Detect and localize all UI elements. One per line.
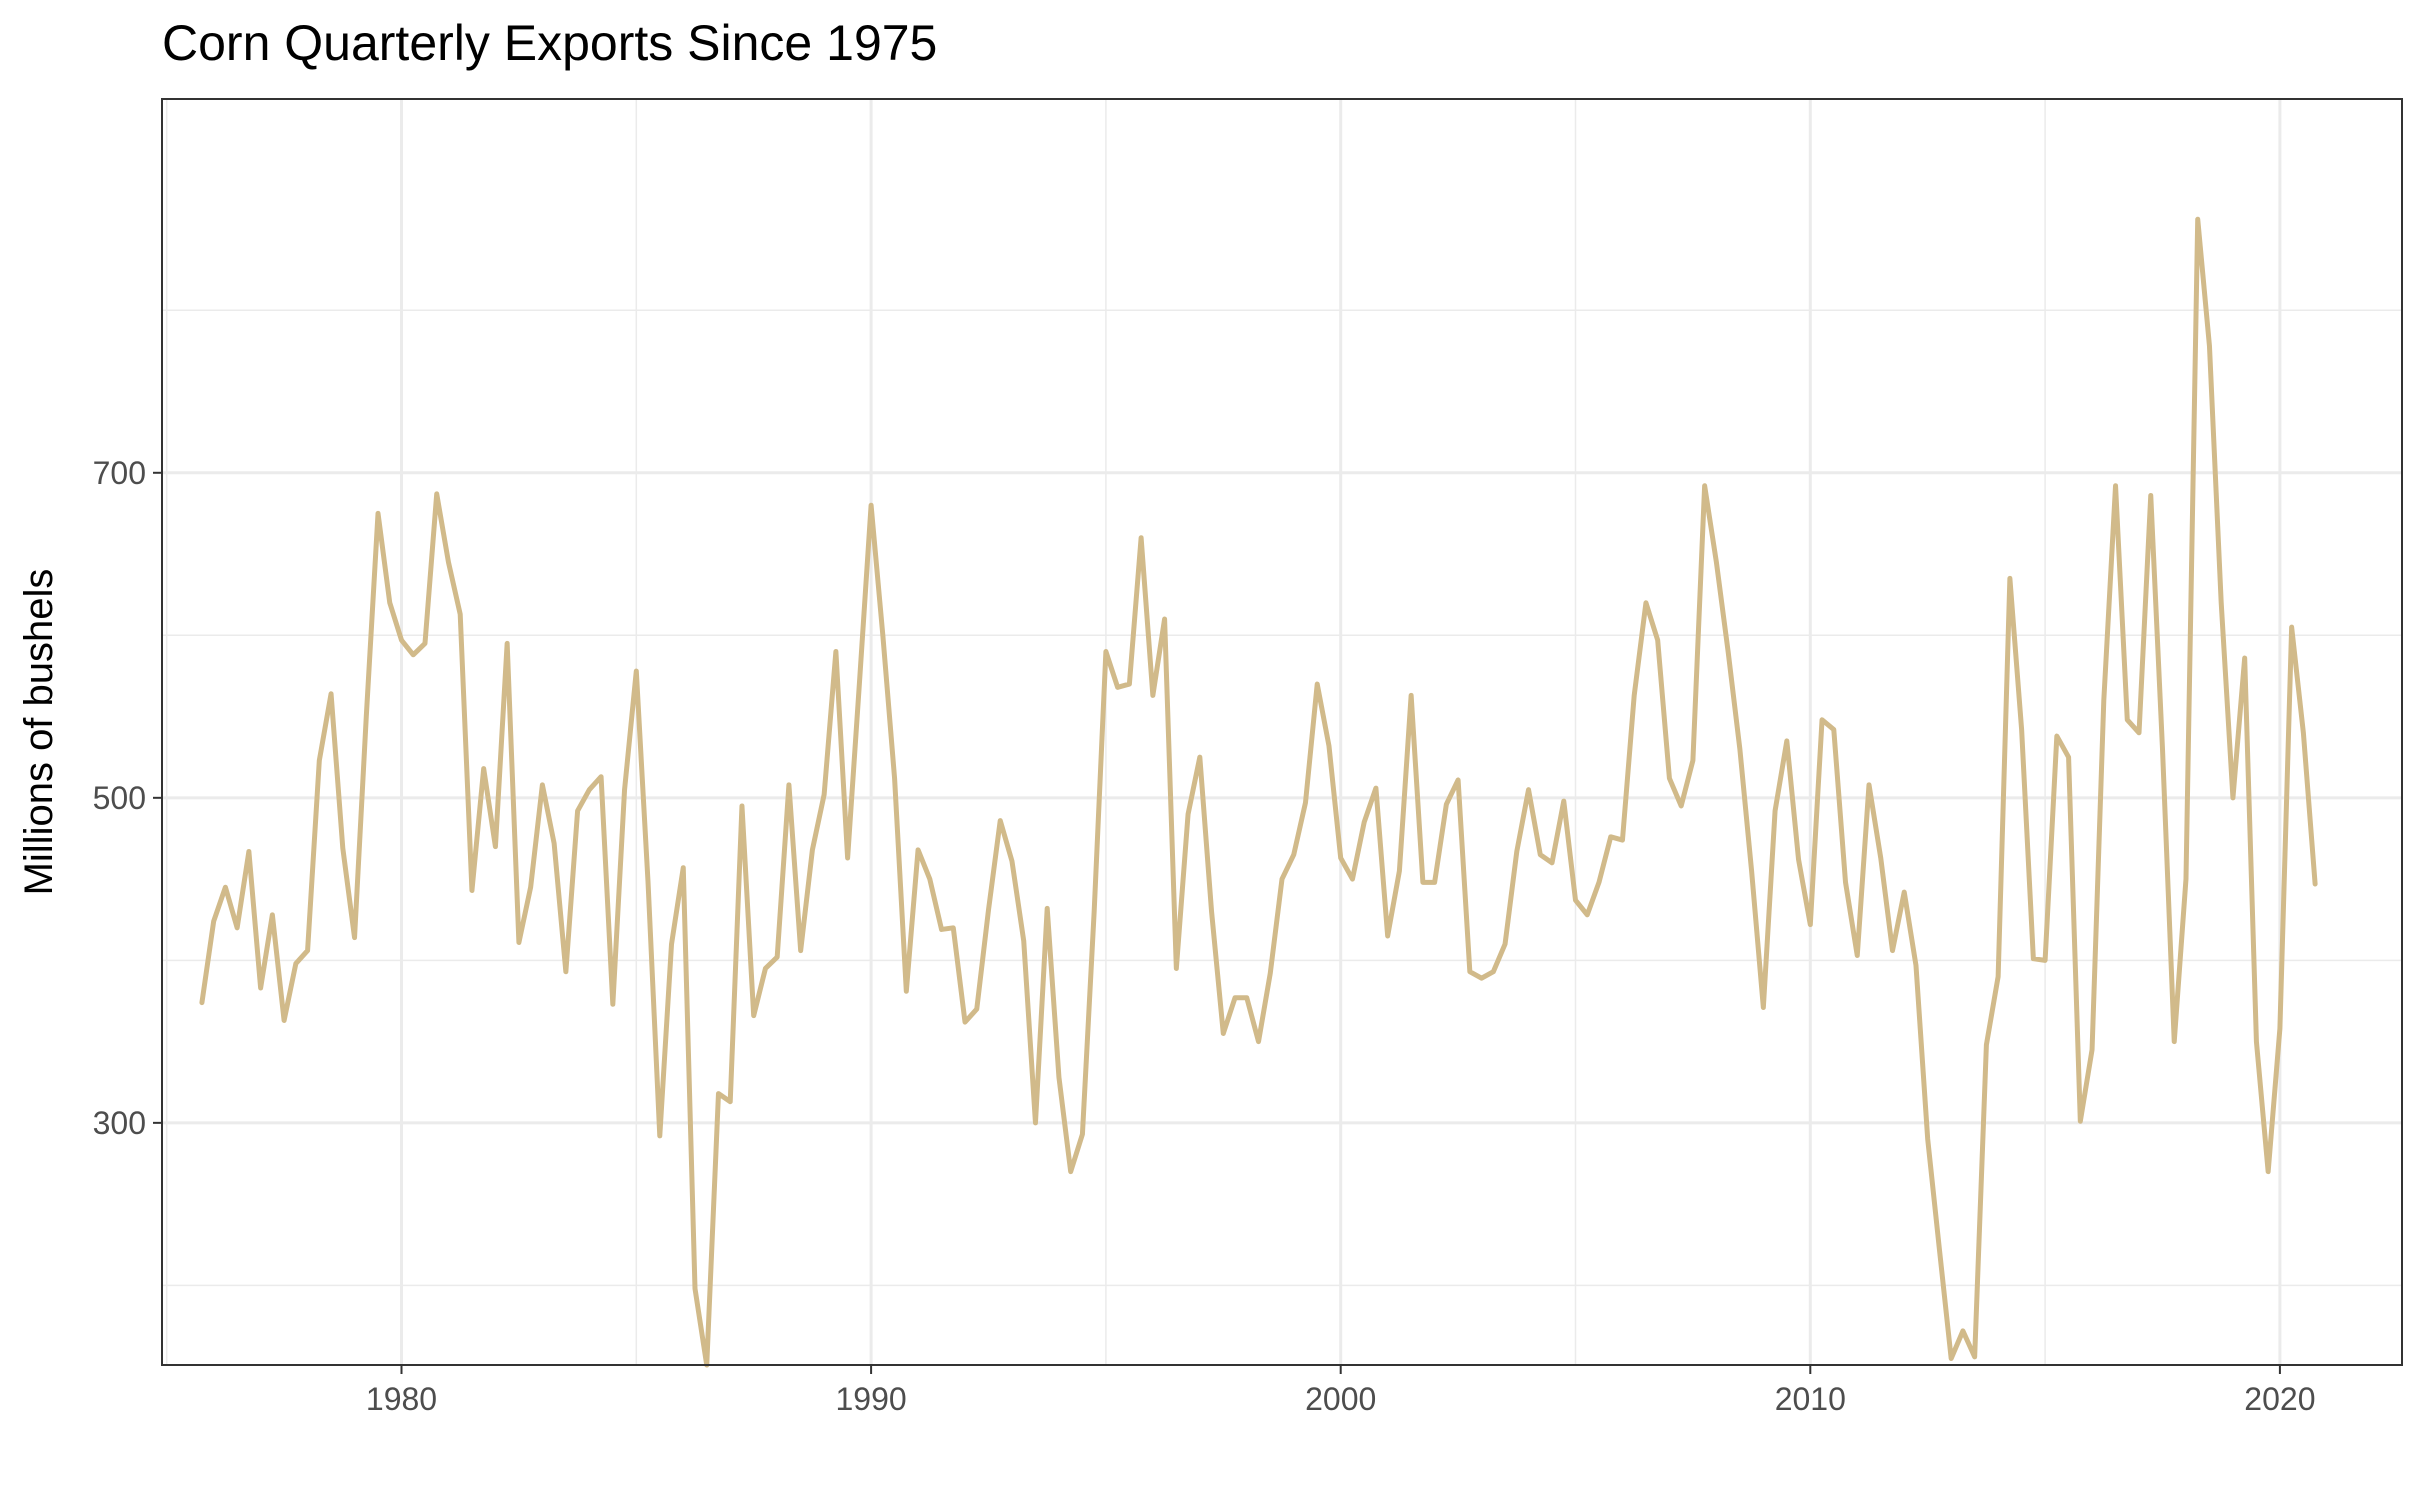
grid-lines: [162, 99, 2402, 1365]
y-axis: 300 500 700: [93, 455, 162, 1141]
series-line: [199, 216, 2318, 1368]
panel-border: [161, 98, 2403, 1366]
x-tick-label: 1980: [366, 1381, 437, 1417]
y-axis-label: Millions of bushels: [17, 569, 61, 896]
series-group: [199, 216, 2318, 1368]
chart-title: Corn Quarterly Exports Since 1975: [162, 15, 937, 71]
x-axis: 1980 1990 2000 2010 2020: [366, 1365, 2315, 1417]
x-tick-label: 2020: [2244, 1381, 2315, 1417]
plot-panel: [161, 98, 2403, 1368]
y-tick-label: 300: [93, 1105, 146, 1141]
x-tick-label: 2000: [1305, 1381, 1376, 1417]
y-tick-label: 700: [93, 455, 146, 491]
y-tick-label: 500: [93, 780, 146, 816]
x-tick-label: 2010: [1775, 1381, 1846, 1417]
x-tick-label: 1990: [836, 1381, 907, 1417]
